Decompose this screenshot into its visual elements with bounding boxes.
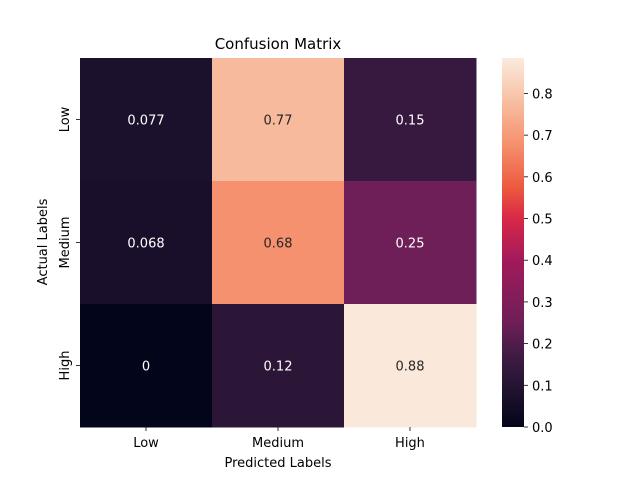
y-tick-label: Medium — [58, 217, 73, 269]
heatmap-cells — [80, 58, 477, 428]
x-tick-label: High — [395, 436, 425, 451]
heatmap-cell — [80, 181, 213, 305]
colorbar-tick-label: 0.0 — [532, 421, 553, 436]
y-tick-label: High — [58, 351, 73, 381]
cell-annotation: 0.25 — [396, 237, 425, 252]
cell-annotation: 0 — [142, 360, 150, 375]
heatmap-cell — [212, 181, 345, 305]
cell-annotation: 0.77 — [264, 114, 293, 129]
colorbar-tick-label: 0.7 — [532, 129, 553, 144]
x-axis: Low Medium High — [133, 427, 425, 451]
colorbar-tick-label: 0.6 — [532, 171, 553, 186]
cell-annotation: 0.88 — [396, 360, 425, 375]
colorbar-tick-label: 0.3 — [532, 296, 553, 311]
colorbar-ticks: 0.0 0.1 0.2 0.3 0.4 0.5 0.6 0.7 0.8 — [524, 87, 553, 436]
heatmap-cell — [80, 304, 213, 428]
cell-annotation: 0.12 — [264, 360, 293, 375]
chart-title: Confusion Matrix — [215, 35, 342, 53]
colorbar: 0.0 0.1 0.2 0.3 0.4 0.5 0.6 0.7 0.8 — [502, 58, 553, 436]
heatmap-cell — [344, 58, 477, 182]
x-tick-label: Medium — [252, 436, 304, 451]
y-tick-label: Low — [58, 106, 73, 132]
heatmap-cell — [80, 58, 213, 182]
cell-annotation: 0.15 — [396, 114, 425, 129]
heatmap-cell — [212, 58, 345, 182]
cell-annotation: 0.077 — [127, 114, 164, 129]
x-tick-label: Low — [133, 436, 159, 451]
y-axis: Low Medium High — [58, 106, 80, 380]
colorbar-tick-label: 0.4 — [532, 254, 553, 269]
x-axis-label: Predicted Labels — [224, 456, 331, 471]
heatmap-cell — [212, 304, 345, 428]
colorbar-gradient — [502, 58, 524, 427]
colorbar-tick-label: 0.8 — [532, 87, 553, 102]
heatmap-cell — [344, 304, 477, 428]
colorbar-tick-label: 0.2 — [532, 338, 553, 353]
colorbar-tick-label: 0.5 — [532, 213, 553, 228]
heatmap-annotations: 0.077 0.77 0.15 0.068 0.68 0.25 0 0.12 0.88 — [127, 114, 424, 375]
heatmap-cell — [344, 181, 477, 305]
y-axis-label: Actual Labels — [36, 198, 51, 285]
cell-annotation: 0.68 — [264, 237, 293, 252]
colorbar-tick-label: 0.1 — [532, 379, 553, 394]
cell-annotation: 0.068 — [127, 237, 164, 252]
